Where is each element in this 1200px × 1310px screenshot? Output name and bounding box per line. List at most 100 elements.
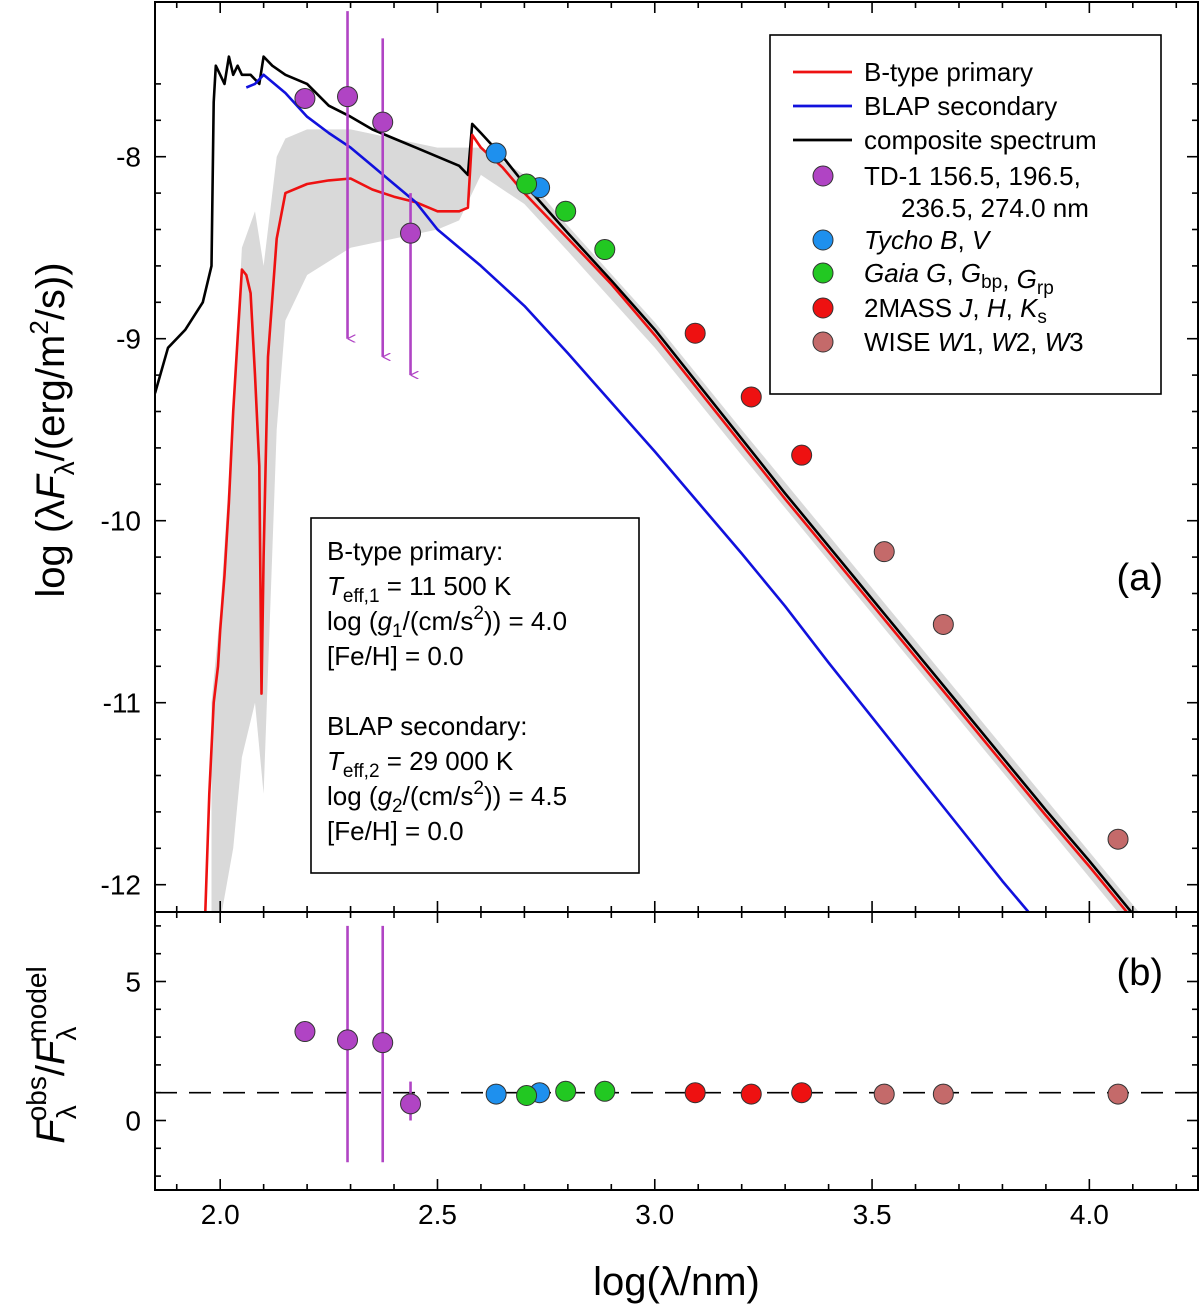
legend-label: Gaia G, Gbp, Grp: [864, 258, 1054, 299]
ylabel-b-sub2: λ: [51, 1027, 82, 1041]
legend-label-sep: ,: [946, 258, 960, 288]
photometry-point-gaia: [516, 173, 538, 195]
legend-label: WISE W1, W2, W3: [864, 327, 1084, 357]
blap-secondary-line: [245, 73, 1030, 912]
legend-label: 2MASS J, H, Ks: [864, 293, 1047, 328]
legend-label-sym: H: [987, 293, 1006, 323]
param-sup: 2: [473, 603, 484, 624]
param-pre: log (: [327, 606, 378, 636]
residual-point-td-1: [294, 1021, 316, 1043]
ylabel-a-part1: log (λ: [29, 500, 73, 598]
ylabel-b-f1: F: [29, 1117, 73, 1144]
parameter-line: [Fe/H] = 0.0: [327, 816, 464, 846]
parameter-line: [Fe/H] = 0.0: [327, 641, 464, 671]
photometry-point-gaia: [594, 239, 616, 261]
param-sub: eff,1: [343, 586, 380, 607]
legend-label-name: 2MASS: [864, 293, 959, 323]
uncertainty-band: [211, 129, 1139, 912]
x-tick-label: 3.0: [635, 1199, 674, 1230]
legend-label-sym: J: [958, 293, 973, 323]
photometry-point-2mass: [684, 322, 706, 344]
legend-label-sym: G: [961, 258, 981, 288]
x-tick-label: 3.5: [853, 1199, 892, 1230]
photometry-point-td-1: [337, 86, 359, 108]
residual-point-wise: [873, 1083, 895, 1105]
panel-a-plot: [155, 11, 1139, 912]
legend-label-sep: ,: [972, 293, 986, 323]
legend-label-sym: W: [991, 327, 1018, 357]
legend-label-sym: W: [938, 327, 965, 357]
param-sym: T: [327, 571, 345, 601]
panel-label-a: (a): [1117, 557, 1163, 599]
legend-box: [769, 34, 1162, 395]
residual-point-2mass: [740, 1083, 762, 1105]
x-tick-label: 2.5: [418, 1199, 457, 1230]
y-axis-label-b: Fλobs/Fλmodel: [21, 966, 82, 1143]
residual-point-wise: [932, 1083, 954, 1105]
param-sub: 1: [392, 621, 403, 642]
parameter-line: Teff,2 = 29 000 K: [327, 746, 514, 782]
legend-label: composite spectrum: [864, 125, 1097, 155]
legend-label-sym: V: [972, 225, 992, 255]
param-pre: log (: [327, 781, 378, 811]
plot-frame: [154, 1, 1199, 1191]
legend-label-num: 1: [962, 327, 976, 357]
legend-label: B-type primary: [864, 57, 1033, 87]
residual-point-gaia: [594, 1080, 616, 1102]
legend-label-name: WISE: [864, 327, 938, 357]
parameter-box-frame: [310, 517, 640, 874]
legend-label-name: Gaia: [864, 258, 926, 288]
residual-point-td-1: [400, 1093, 422, 1115]
residual-point-td-1: [372, 1032, 394, 1054]
legend-label: TD-1 156.5, 196.5,: [864, 161, 1081, 191]
legend-label-num: 2: [1016, 327, 1030, 357]
legend-label-sym: G: [1017, 264, 1037, 294]
legend-label-sub: s: [1037, 307, 1047, 328]
y-tick-label-a: -9: [116, 324, 141, 355]
photometry-point-td-1: [372, 111, 394, 133]
y-tick-label-a: -11: [103, 688, 141, 719]
param-sym: T: [327, 746, 345, 776]
x-tick-label: 4.0: [1070, 1199, 1109, 1230]
parameter-line: log (g1/(cm/s2)) = 4.0: [327, 603, 567, 642]
x-tick-label: 2.0: [201, 1199, 240, 1230]
legend-label-line1: TD-1 156.5, 196.5,: [864, 161, 1081, 191]
b-type-primary-line: [204, 133, 1129, 912]
parameter-line: B-type primary:: [327, 536, 503, 566]
photometry-point-wise: [932, 613, 954, 635]
ylabel-b-sub1: λ: [51, 1105, 82, 1119]
ylabel-a-part2: /(erg/m: [29, 335, 73, 462]
y-tick-label-b: 5: [125, 967, 141, 998]
legend-label-sep: ,: [1030, 327, 1044, 357]
param-sub: eff,2: [343, 761, 380, 782]
photometry-point-wise: [1107, 828, 1129, 850]
ylabel-a-sub: λ: [49, 461, 80, 475]
residual-point-gaia: [516, 1084, 538, 1106]
photometry-point-gaia: [555, 200, 577, 222]
legend-label: Tycho B, V: [864, 225, 992, 255]
ylabel-b-f2: F: [29, 1038, 73, 1065]
legend-label-sym: K: [1020, 293, 1039, 323]
y-tick-label-a: -10: [101, 506, 141, 537]
residual-point-td-1: [337, 1029, 359, 1051]
legend-swatch-marker: [812, 331, 834, 353]
x-axis-label: log(λ/nm): [593, 1260, 760, 1304]
y-axis-label-a: log (λFλ/(erg/m2/s)): [24, 262, 80, 597]
y-tick-label-b: 0: [125, 1106, 141, 1137]
legend-label-sep: ,: [1002, 264, 1016, 294]
legend-swatch-marker: [812, 229, 834, 251]
ylabel-a-sup: 2: [24, 320, 54, 334]
ylabel-b-sup2: model: [21, 966, 52, 1042]
residual-point-tycho: [485, 1083, 507, 1105]
composite-spectrum-line: [155, 55, 1134, 912]
residual-point-2mass: [791, 1082, 813, 1104]
y-tick-label-a: -12: [101, 870, 141, 901]
legend-label-sep: ,: [977, 327, 991, 357]
param-rest: )) = 4.5: [484, 781, 567, 811]
legend-label-num: 3: [1069, 327, 1083, 357]
legend-swatch-marker: [812, 262, 834, 284]
legend-label-name: Tycho: [864, 225, 940, 255]
param-sub: 2: [392, 796, 403, 817]
legend-label-sep: ,: [957, 225, 971, 255]
